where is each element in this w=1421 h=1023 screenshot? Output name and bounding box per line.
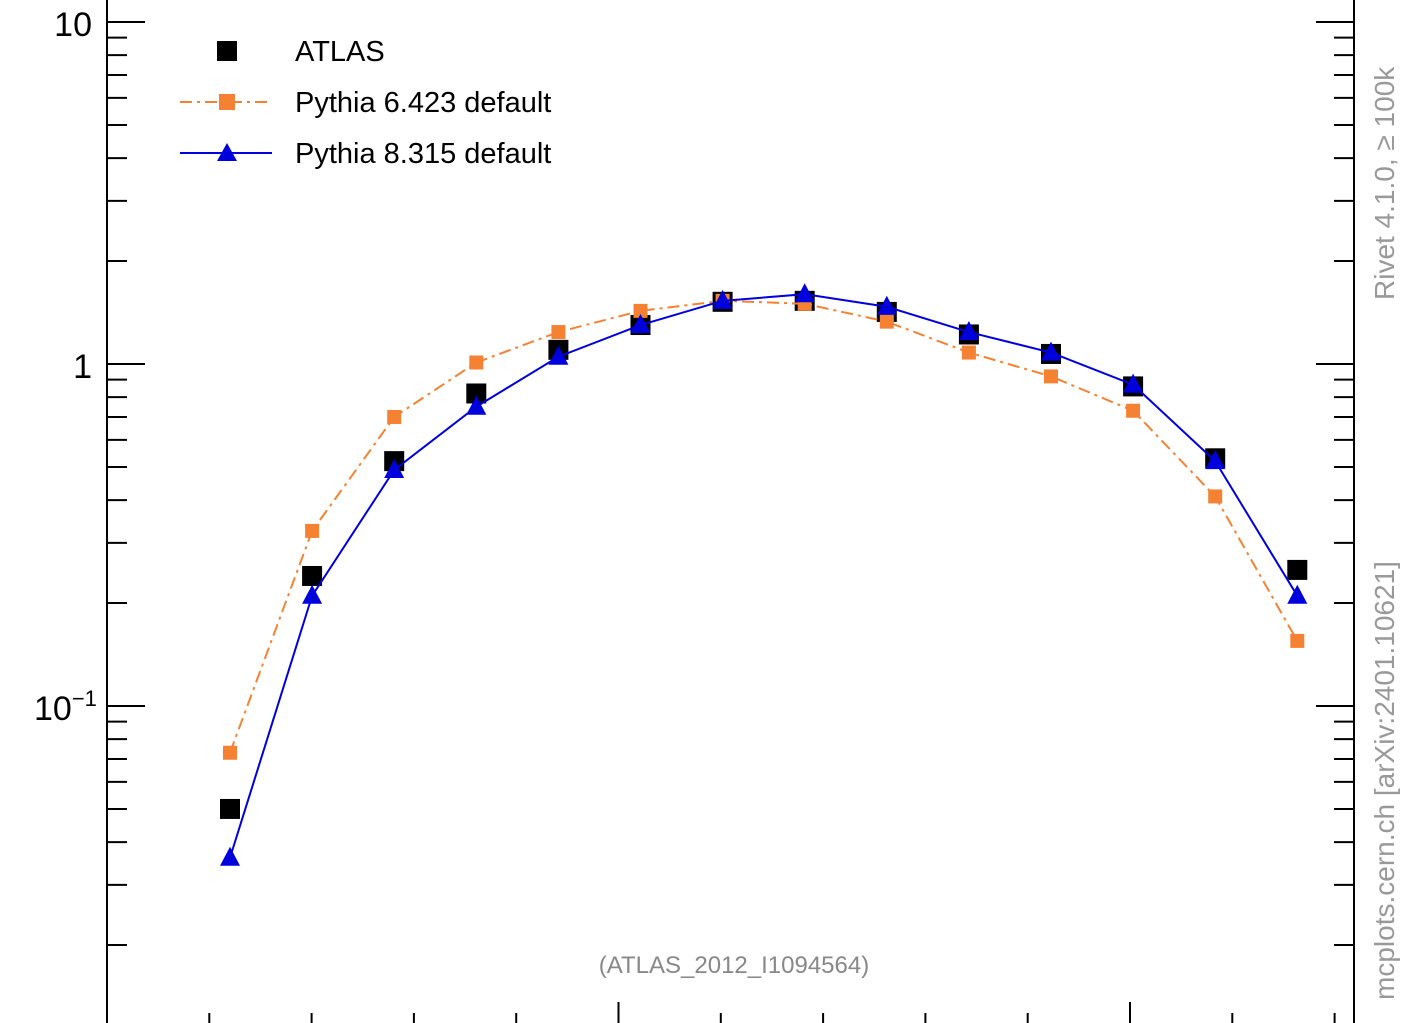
series-1 (223, 293, 1305, 760)
series-0 (220, 290, 1308, 819)
data-point (1290, 633, 1305, 648)
data-point (302, 584, 323, 604)
data-point (305, 523, 320, 538)
data-point (466, 383, 487, 404)
data-point (220, 798, 240, 819)
data-point (961, 345, 976, 360)
data-point (1044, 369, 1058, 384)
legend-label-pythia8: Pythia 8.315 default (295, 138, 551, 170)
data-point (548, 345, 569, 365)
series-line (229, 299, 1299, 754)
y-tick-label: 10 (54, 6, 92, 44)
analysis-annotation: (ATLAS_2012_I1094564) (599, 952, 869, 979)
legend-marker-atlas (217, 41, 237, 61)
side-label-rivet: Rivet 4.1.0, ≥ 100k (1369, 66, 1400, 300)
data-point (1123, 373, 1144, 393)
legend-label-pythia6: Pythia 6.423 default (295, 87, 551, 119)
data-point (958, 321, 979, 341)
data-point (1205, 450, 1226, 470)
data-point (223, 745, 237, 760)
data-point (1287, 584, 1308, 604)
legend: ATLAS Pythia 6.423 default Pythia 8.315 … (180, 36, 551, 170)
side-label-mcplots: mcplots.cern.ch [arXiv:2401.10621] (1369, 561, 1400, 1000)
data-point (712, 289, 733, 309)
data-point (633, 303, 648, 318)
data-point (1126, 403, 1141, 418)
data-point (384, 458, 405, 478)
legend-label-atlas: ATLAS (295, 36, 385, 68)
data-point (469, 355, 484, 370)
data-point (1041, 341, 1061, 361)
y-tick-labels: 10 1 10−1 (34, 6, 97, 728)
axis-ticks (106, 21, 1354, 1023)
data-point (879, 314, 894, 329)
data-point (630, 314, 651, 334)
data-point (794, 283, 815, 303)
legend-marker-pythia6 (219, 94, 235, 110)
data-point (551, 325, 566, 340)
legend-marker-pythia8 (217, 143, 237, 161)
data-point (220, 846, 240, 866)
y-tick-label: 10−1 (34, 686, 97, 728)
data-point (876, 295, 897, 315)
data-point (387, 409, 402, 424)
series-2 (220, 283, 1308, 866)
series-layer (220, 283, 1308, 866)
data-point (1287, 559, 1308, 580)
data-point (302, 565, 323, 586)
series-line (229, 293, 1299, 859)
data-point (466, 395, 487, 415)
data-point (1208, 489, 1223, 504)
y-tick-label: 1 (73, 348, 92, 386)
